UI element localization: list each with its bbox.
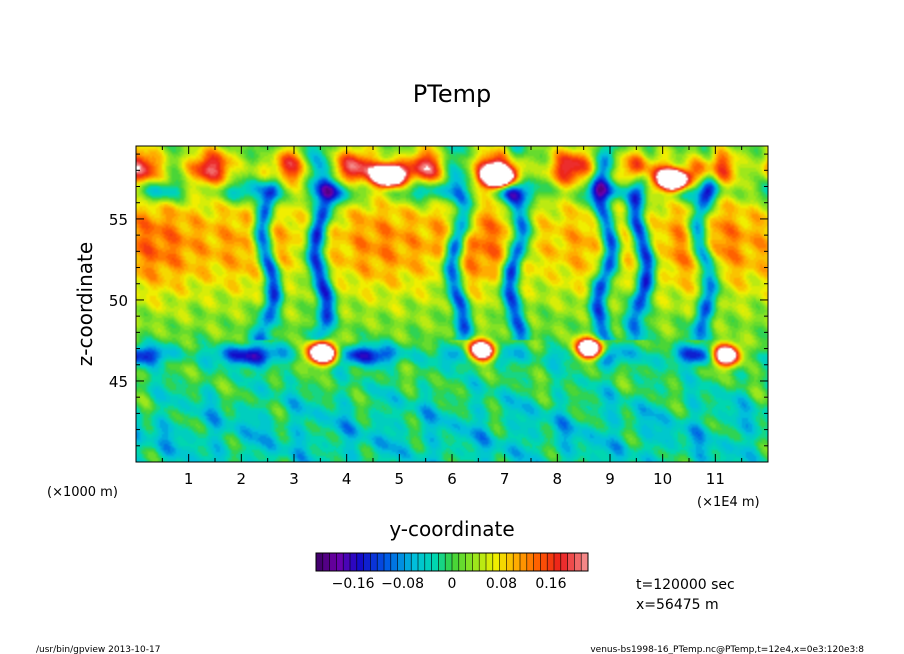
colorbar-cell <box>424 553 432 571</box>
plot-area <box>135 145 769 463</box>
x-tick-label: 8 <box>553 470 563 488</box>
x-position-annotation: x=56475 m <box>636 597 719 613</box>
x-unit-right: (×1E4 m) <box>697 495 760 510</box>
heatmap-field <box>136 146 768 462</box>
colorbar-cell <box>363 553 371 571</box>
x-tick-label: 1 <box>184 470 194 488</box>
colorbar-cell <box>567 553 575 571</box>
colorbar-cell <box>384 553 392 571</box>
colorbar-cell <box>329 553 337 571</box>
y-axis-label: z-coordinate <box>73 242 97 366</box>
colorbar-tick-label: −0.16 <box>332 576 375 592</box>
colorbar-cell <box>350 553 358 571</box>
colorbar-cell <box>581 553 589 571</box>
y-tick-label: 50 <box>109 292 128 310</box>
colorbar-cell <box>513 553 521 571</box>
colorbar-cell <box>574 553 582 571</box>
y-axis-ticks: 45 50 55 <box>109 153 768 447</box>
x-tick-label: 4 <box>342 470 352 488</box>
colorbar-cell <box>316 553 324 571</box>
colorbar-frame <box>315 552 589 572</box>
colorbar-cell <box>465 553 473 571</box>
colorbar-cell <box>486 553 494 571</box>
colorbar-cell <box>418 553 426 571</box>
colorbar-cell <box>506 553 514 571</box>
colorbar-tick-label: 0.16 <box>535 576 566 592</box>
x-tick-label: 5 <box>395 470 405 488</box>
x-tick-label: 6 <box>447 470 457 488</box>
colorbar-cell <box>452 553 460 571</box>
colorbar-tick-label: 0.08 <box>486 576 517 592</box>
time-annotation: t=120000 sec <box>636 577 735 593</box>
x-tick-label: 10 <box>653 470 672 488</box>
x-tick-label: 9 <box>605 470 615 488</box>
footer-right: venus-bs1998-16_PTemp.nc@PTemp,t=12e4,x=… <box>590 645 864 654</box>
colorbar-cell <box>533 553 541 571</box>
colorbar-cell <box>343 553 351 571</box>
chart-title: PTemp <box>413 80 491 108</box>
colorbar-cell <box>547 553 555 571</box>
colorbar-cell <box>499 553 507 571</box>
footer-left: /usr/bin/gpview 2013-10-17 <box>36 645 160 654</box>
x-unit-left: (×1000 m) <box>47 485 118 500</box>
x-tick-label: 3 <box>289 470 299 488</box>
colorbar-cell <box>411 553 419 571</box>
colorbar-cell <box>370 553 378 571</box>
colorbar-cell <box>377 553 385 571</box>
colorbar-cell <box>390 553 398 571</box>
colorbar-cell <box>397 553 405 571</box>
x-tick-label: 11 <box>706 470 725 488</box>
colorbar-cell <box>540 553 548 571</box>
colorbar-cell <box>445 553 453 571</box>
x-axis-ticks: 1 2 3 4 5 6 7 8 9 10 11 <box>161 146 743 488</box>
colorbar-cell <box>554 553 562 571</box>
colorbar-ticks: −0.16 −0.08 0 0.08 0.16 <box>332 576 567 592</box>
colorbar-cell <box>472 553 480 571</box>
colorbar-tick-label: −0.08 <box>381 576 424 592</box>
colorbar-cell <box>322 553 330 571</box>
colorbar-cell <box>336 553 344 571</box>
colorbar-cell <box>492 553 500 571</box>
x-axis-label: y-coordinate <box>389 517 514 541</box>
colorbar-cell <box>520 553 528 571</box>
colorbar-cell <box>526 553 534 571</box>
y-tick-label: 45 <box>109 373 128 391</box>
colorbar-tick-label: 0 <box>448 576 457 592</box>
colorbar-cell <box>458 553 466 571</box>
colorbar-cell <box>560 553 568 571</box>
colorbar-cell <box>479 553 487 571</box>
colorbar-cell <box>356 553 364 571</box>
x-tick-label: 7 <box>500 470 510 488</box>
colorbar-cell <box>438 553 446 571</box>
y-tick-label: 55 <box>109 211 128 229</box>
colorbar-cell <box>431 553 439 571</box>
colorbar-cell <box>404 553 412 571</box>
colorbar <box>315 552 589 572</box>
x-tick-label: 2 <box>237 470 247 488</box>
